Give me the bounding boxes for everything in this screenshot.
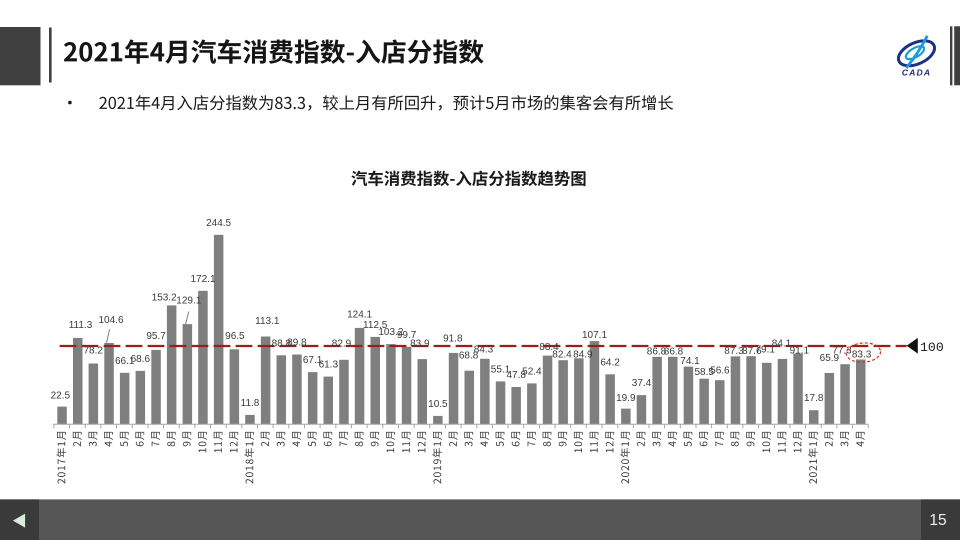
svg-text:111.3: 111.3 [69,320,93,331]
svg-text:88.4: 88.4 [539,342,559,353]
svg-text:96.5: 96.5 [225,331,245,342]
svg-text:65.9: 65.9 [820,353,840,364]
svg-text:83.3: 83.3 [852,349,872,360]
svg-text:82.9: 82.9 [332,339,352,350]
svg-text:52.4: 52.4 [522,366,542,377]
svg-text:88.8: 88.8 [272,338,292,349]
svg-text:68.8: 68.8 [459,350,479,361]
svg-text:86.8: 86.8 [664,346,684,357]
svg-text:55.1: 55.1 [491,364,511,375]
svg-text:64.2: 64.2 [600,357,620,368]
svg-text:61.3: 61.3 [319,360,339,371]
svg-text:91.1: 91.1 [790,345,810,356]
svg-text:107.1: 107.1 [582,330,607,341]
svg-text:153.2: 153.2 [152,293,177,304]
svg-text:124.1: 124.1 [347,310,372,321]
svg-text:77.3: 77.3 [832,345,852,356]
svg-text:56.6: 56.6 [710,365,730,376]
svg-text:74.1: 74.1 [680,356,700,367]
svg-text:79.1: 79.1 [755,345,775,356]
svg-text:244.5: 244.5 [206,218,231,229]
svg-text:19.9: 19.9 [616,393,636,404]
svg-text:91.8: 91.8 [443,334,463,345]
svg-text:47.8: 47.8 [506,370,526,381]
svg-text:68.6: 68.6 [131,354,151,365]
svg-text:78.2: 78.2 [83,345,103,356]
svg-text:83.9: 83.9 [410,339,430,350]
svg-text:37.4: 37.4 [632,378,652,389]
svg-text:CADA: CADA [902,68,932,78]
svg-text:104.6: 104.6 [98,315,123,326]
svg-text:11.8: 11.8 [241,398,260,409]
svg-text:99.7: 99.7 [397,330,417,341]
svg-text:86.8: 86.8 [647,346,667,357]
svg-text:17.8: 17.8 [804,393,824,404]
svg-text:58.5: 58.5 [694,367,714,378]
svg-text:172.1: 172.1 [190,274,215,285]
svg-text:82.4: 82.4 [552,349,572,360]
svg-text:87.6: 87.6 [742,346,762,357]
svg-text:113.1: 113.1 [255,316,280,327]
svg-text:15: 15 [929,512,946,529]
svg-text:103.2: 103.2 [378,327,403,338]
svg-text:89.8: 89.8 [287,338,307,349]
svg-text:100: 100 [920,340,944,355]
svg-text:66.1: 66.1 [115,356,135,367]
svg-text:10.5: 10.5 [428,399,448,410]
svg-text:67.1: 67.1 [303,355,323,366]
svg-text:129.1: 129.1 [176,296,201,307]
svg-text:95.7: 95.7 [146,331,166,342]
svg-text:84.3: 84.3 [474,345,494,356]
svg-text:87.3: 87.3 [724,346,744,357]
svg-text:112.5: 112.5 [363,320,388,331]
svg-text:22.5: 22.5 [51,391,71,402]
svg-text:84.9: 84.9 [573,349,593,360]
svg-text:84.1: 84.1 [772,339,792,350]
